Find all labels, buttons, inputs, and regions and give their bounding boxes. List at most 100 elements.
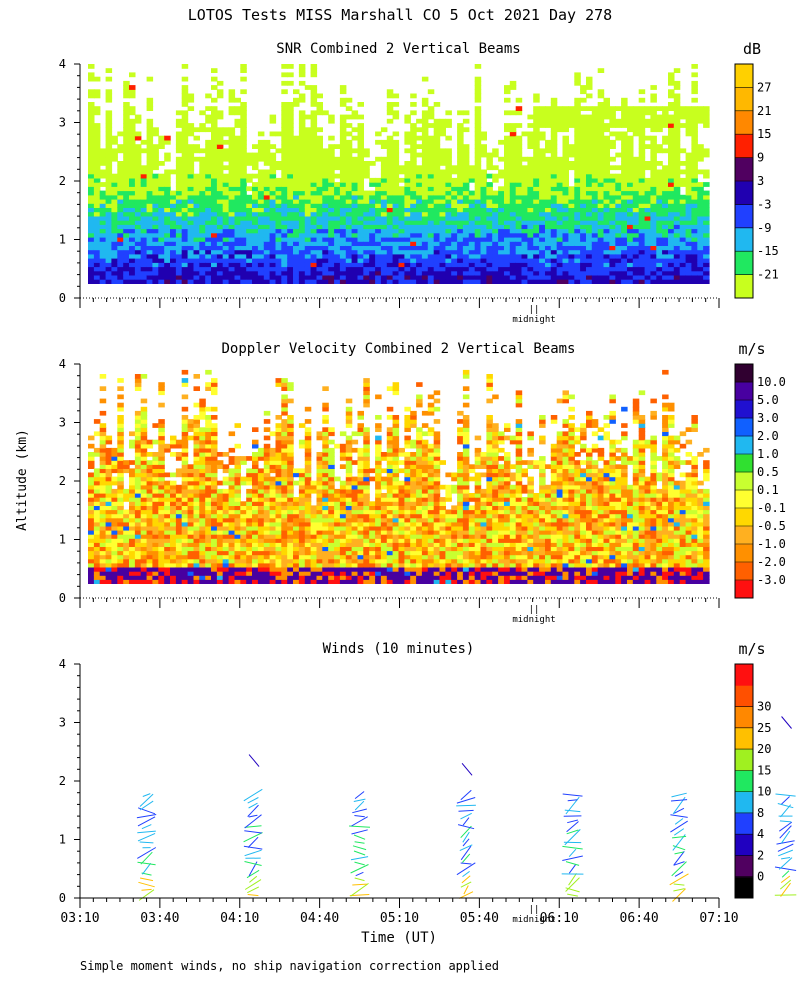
data-cell [134,161,142,166]
data-cell [263,228,271,234]
data-cell [105,550,113,556]
data-cell [691,207,698,213]
data-cell [170,237,177,242]
data-cell [175,266,183,272]
data-cell [480,182,487,187]
data-cell [404,118,411,124]
data-cell [433,199,441,204]
data-cell [310,266,318,272]
data-cell [293,148,300,154]
data-cell [545,114,552,120]
data-cell [123,464,130,469]
data-cell [638,110,646,116]
data-cell [105,148,113,154]
data-cell [287,72,294,78]
data-cell [421,199,429,204]
data-cell [621,215,628,221]
data-cell [345,207,353,213]
data-cell [351,114,359,120]
data-cell [234,144,241,149]
data-cell [597,161,605,166]
data-cell [93,513,101,519]
data-cell [615,190,622,196]
data-cell [199,237,206,242]
data-cell [205,501,212,506]
data-cell [134,245,142,251]
data-cell [421,165,429,171]
data-cell [673,118,681,124]
data-cell [287,215,294,221]
data-cell [152,517,159,523]
data-cell [375,220,382,225]
data-cell [263,144,271,149]
data-cell [703,207,710,213]
data-cell [310,64,318,69]
data-cell [316,144,323,149]
data-cell [439,262,446,268]
data-cell [152,501,159,506]
data-cell [550,220,558,225]
data-cell [515,279,523,284]
data-cell [117,249,124,255]
data-cell [673,249,681,255]
data-cell [468,224,476,230]
data-cell [591,207,599,213]
data-cell [650,118,657,124]
data-cell [351,249,359,255]
data-cell [134,228,142,234]
data-cell [205,509,212,515]
data-cell [462,249,470,255]
data-cell [644,237,652,242]
data-cell [662,258,669,263]
data-cell [533,152,540,158]
data-cell [158,249,165,255]
data-cell [316,199,323,204]
data-cell [398,165,405,171]
data-cell [369,224,376,230]
data-cell [375,266,382,272]
data-cell [404,211,411,217]
data-cell [416,249,423,255]
data-cell [345,228,353,234]
data-cell [509,211,517,217]
data-cell [257,274,265,280]
data-cell [322,241,329,246]
data-cell [380,207,388,213]
data-cell [216,139,224,145]
data-cell [211,123,218,128]
data-cell [550,173,558,179]
data-cell [685,262,693,268]
data-cell [498,279,505,284]
data-cell [568,211,575,217]
data-cell [621,156,628,162]
data-cell [656,245,663,251]
data-cell [662,169,669,175]
data-cell [597,207,605,213]
data-cell [580,274,587,280]
data-cell [380,245,388,251]
data-cell [603,228,610,234]
data-cell [597,156,605,162]
data-cell [380,186,388,192]
data-cell [480,173,487,179]
data-cell [158,211,165,217]
data-cell [298,253,306,259]
data-cell [668,224,675,230]
data-cell [105,127,113,133]
data-cell [339,237,347,242]
data-cell [609,190,616,196]
data-cell [205,266,212,272]
data-cell [175,493,183,498]
data-cell [679,241,687,246]
data-cell [474,127,482,133]
data-cell [527,169,534,175]
data-cell [638,249,646,255]
data-cell [621,211,628,217]
data-cell [416,224,423,230]
data-cell [164,169,171,175]
data-cell [257,245,265,251]
data-cell [691,249,698,255]
data-cell [140,228,148,234]
data-cell [509,148,517,154]
data-cell [298,148,306,154]
